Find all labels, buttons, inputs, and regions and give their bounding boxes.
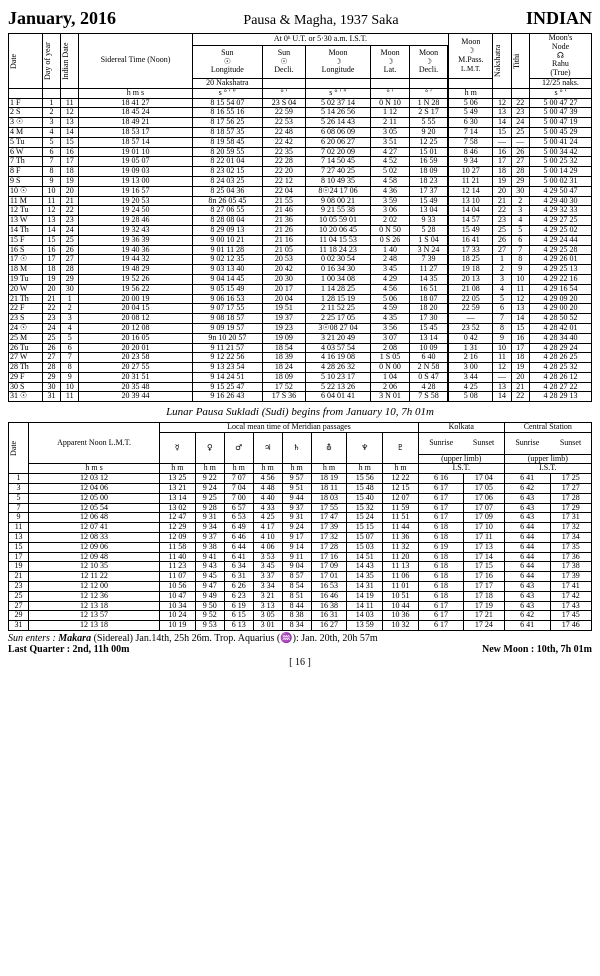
planet-mars: ♂ (224, 433, 253, 464)
caption-meridian: Local mean time of Meridian passages (160, 423, 419, 433)
table-row: 29 F29920 31 519 14 24 5118 095 10 23 17… (9, 372, 592, 382)
table-row: 2312 12 0010 569 476 263 348 5416 5314 3… (9, 582, 592, 592)
col-date: Date (10, 36, 19, 86)
table-row: 1512 09 0611 589 386 444 069 1417 2815 0… (9, 542, 592, 552)
table-row: 13 W132319 28 468 28 08 0421 3610 05 59 … (9, 216, 592, 226)
col-rahu: Moon'sNode☊Rahu(True) (529, 34, 591, 79)
table-row: 14 Th142419 32 438 29 09 1321 2610 20 06… (9, 225, 592, 235)
ephemeris-table: Date Day of year Indian Date Sidereal Ti… (8, 33, 592, 402)
table-row: 24 ☉24420 12 089 09 19 5719 233☉08 27 04… (9, 323, 592, 333)
planet-venus: ♀ (195, 433, 224, 464)
col-moondecl: Moon☽Decli. (409, 45, 448, 78)
table-row: 9 S91919 13 008 24 03 2522 128 10 49 354… (9, 176, 592, 186)
footer: Sun enters : Makara (Sidereal) Jan.14th,… (8, 633, 592, 655)
planet-pluto: ♇ (383, 433, 419, 464)
table-row: 21 Th21120 00 199 06 16 5320 041 28 15 1… (9, 294, 592, 304)
table-row: 17 ☉172719 44 329 02 12 3520 530 02 30 5… (9, 255, 592, 265)
page-number: [ 16 ] (8, 657, 592, 668)
col-doy: Day of year (44, 36, 53, 86)
planet-saturn: ♄ (282, 433, 311, 464)
country-label: INDIAN (526, 8, 592, 29)
col-moonpass: Moon☽M.Pass.L.M.T. (449, 34, 493, 79)
table-row: 8 F81819 09 038 23 02 1522 207 27 40 255… (9, 167, 592, 177)
col-nakshatra: Nakshatra (494, 36, 503, 86)
mid-note: Lunar Pausa Sukladi (Sudi) begins from J… (8, 406, 592, 418)
naknote: 20 Nakshatra (192, 78, 263, 88)
table-row: 15 F152519 36 399 00 10 2121 1611 04 15 … (9, 235, 592, 245)
table-row: 3112 13 1810 199 536 133 018 3416 2713 5… (9, 621, 592, 631)
table-row: 10 ☉102019 16 578 25 04 3622 048☉24 17 0… (9, 186, 592, 196)
col-moonlong: Moon☽Longitude (305, 45, 371, 78)
col-moonlat: Moon☽Lat. (371, 45, 410, 78)
table-row: 3 ☉31318 49 218 17 56 2522 535 26 14 432… (9, 118, 592, 128)
col-sunlong: Sun☉Longitude (192, 45, 263, 78)
table-row: 5 Tu51518 57 148 19 58 4522 426 20 06 27… (9, 137, 592, 147)
month-label: January, 2016 (8, 8, 116, 29)
col-sidereal: Sidereal Time (Noon) (79, 34, 192, 89)
table-row: 312 04 0613 219 247 044 489 5118 1115 48… (9, 484, 592, 494)
table-row: 16 S162619 40 369 01 11 2821 0511 18 24 … (9, 245, 592, 255)
era-label: Pausa & Magha, 1937 Saka (243, 13, 398, 29)
kolkata-head: Kolkata (418, 423, 504, 433)
table-row: 23 S23320 08 129 08 18 5719 372 25 17 05… (9, 314, 592, 324)
page-header: January, 2016 Pausa & Magha, 1937 Saka I… (8, 8, 592, 29)
table-row: 19 Tu192919 52 269 04 14 4520 301 00 34 … (9, 274, 592, 284)
central-head: Central Station (504, 423, 591, 433)
planet-mercury: ☿ (160, 433, 196, 464)
planet-neptune: ♆ (347, 433, 383, 464)
table-row: 18 M182819 48 299 03 13 4020 420 16 34 3… (9, 265, 592, 275)
table-row: 31 ☉311120 39 449 16 26 4317 S 366 04 01… (9, 392, 592, 402)
table-row: 4 M41418 53 178 18 57 3522 486 08 06 093… (9, 127, 592, 137)
rahunote: 12/25 naks. (529, 78, 591, 88)
col-ind: Indian Date (62, 36, 71, 86)
col-sundecl: Sun☉Decli. (263, 45, 306, 78)
planet-jupiter: ♃ (253, 433, 282, 464)
table-row: 20 W203019 56 229 05 15 4920 171 14 28 2… (9, 284, 592, 294)
table-row: 28 Th28820 27 559 13 23 5418 244 28 26 3… (9, 363, 592, 373)
table-row: 22 F22220 04 159 07 17 5519 512 11 52 25… (9, 304, 592, 314)
planet-uranus: ⛢ (311, 433, 347, 464)
caption-ut: At 0ʰ U.T. or 5·30 a.m. I.S.T. (192, 34, 449, 46)
meridian-table: Date Apparent Noon L.M.T. Local mean tim… (8, 422, 592, 631)
table-row: 2512 12 3610 479 496 233 218 5116 4614 1… (9, 591, 592, 601)
table-row: 1312 08 3312 099 376 464 109 1717 3215 0… (9, 533, 592, 543)
col-tithi: Tithi (513, 36, 522, 86)
table-row: 25 M25520 16 059n 10 20 5719 093 21 20 4… (9, 333, 592, 343)
col2-date: Date (10, 423, 19, 473)
col2-noon: Apparent Noon L.M.T. (29, 423, 160, 464)
table-row: 512 05 0013 149 257 004 409 4418 0315 40… (9, 493, 592, 503)
